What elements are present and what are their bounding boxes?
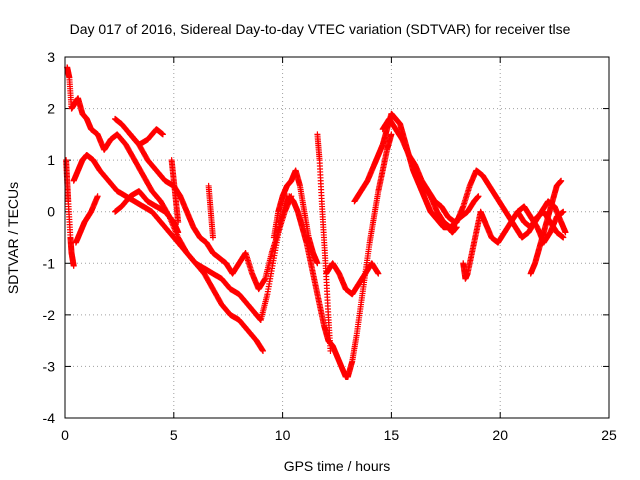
series-arc-10 (270, 167, 321, 267)
series-arc-6 (112, 188, 182, 236)
chart-title: Day 017 of 2016, Sidereal Day-to-day VTE… (70, 21, 571, 37)
x-tick-label: 15 (384, 427, 400, 443)
data-point-9-10 (314, 260, 321, 267)
y-tick-label: 2 (47, 101, 55, 117)
y-tick-label: -4 (43, 410, 56, 426)
x-tick-label: 0 (61, 427, 69, 443)
data-point-8-2 (209, 234, 216, 241)
data-point-3-4 (94, 193, 101, 200)
data-point-17-7 (558, 177, 565, 184)
y-tick-label: 0 (47, 204, 55, 220)
series-arc-9 (205, 182, 216, 241)
data-point-4-6 (159, 131, 166, 138)
x-tick-label: 25 (601, 427, 617, 443)
y-tick-label: -2 (43, 307, 56, 323)
x-tick-label: 5 (170, 427, 178, 443)
series-arc-14 (351, 110, 460, 236)
data-point-16-18 (560, 208, 567, 215)
x-axis-label: GPS time / hours (284, 458, 391, 474)
data-point-10-24 (388, 131, 395, 138)
data-point-11-6 (327, 347, 334, 354)
series-arc-7 (127, 131, 295, 293)
y-tick-label: -3 (43, 358, 56, 374)
data-point-14-15 (475, 193, 482, 200)
data-point-1-5 (70, 262, 77, 269)
series-arc-4 (72, 193, 101, 246)
y-tick-label: -1 (43, 255, 56, 271)
data-point-5-8 (175, 229, 182, 236)
data-point-7-3 (175, 219, 182, 226)
data-point-15-22 (562, 229, 569, 236)
grid-lines (65, 57, 609, 418)
series-arc-2 (63, 157, 77, 269)
data-point-18-7 (560, 234, 567, 241)
series-arc-8 (168, 157, 182, 226)
series-arc-1 (64, 64, 267, 354)
x-tick-label: 10 (275, 427, 291, 443)
series-arc-19 (514, 208, 567, 241)
y-tick-label: 3 (47, 49, 55, 65)
y-axis-label: SDTVAR / TECUs (5, 182, 21, 294)
data-point-12-8 (375, 270, 382, 277)
x-tick-label: 20 (492, 427, 508, 443)
data-point-0-28 (260, 347, 267, 354)
plot-frame (64, 56, 610, 419)
series-arc-11 (286, 131, 395, 380)
series-arc-13 (323, 260, 382, 298)
y-tick-label: 1 (47, 152, 55, 168)
data-series (63, 64, 569, 380)
